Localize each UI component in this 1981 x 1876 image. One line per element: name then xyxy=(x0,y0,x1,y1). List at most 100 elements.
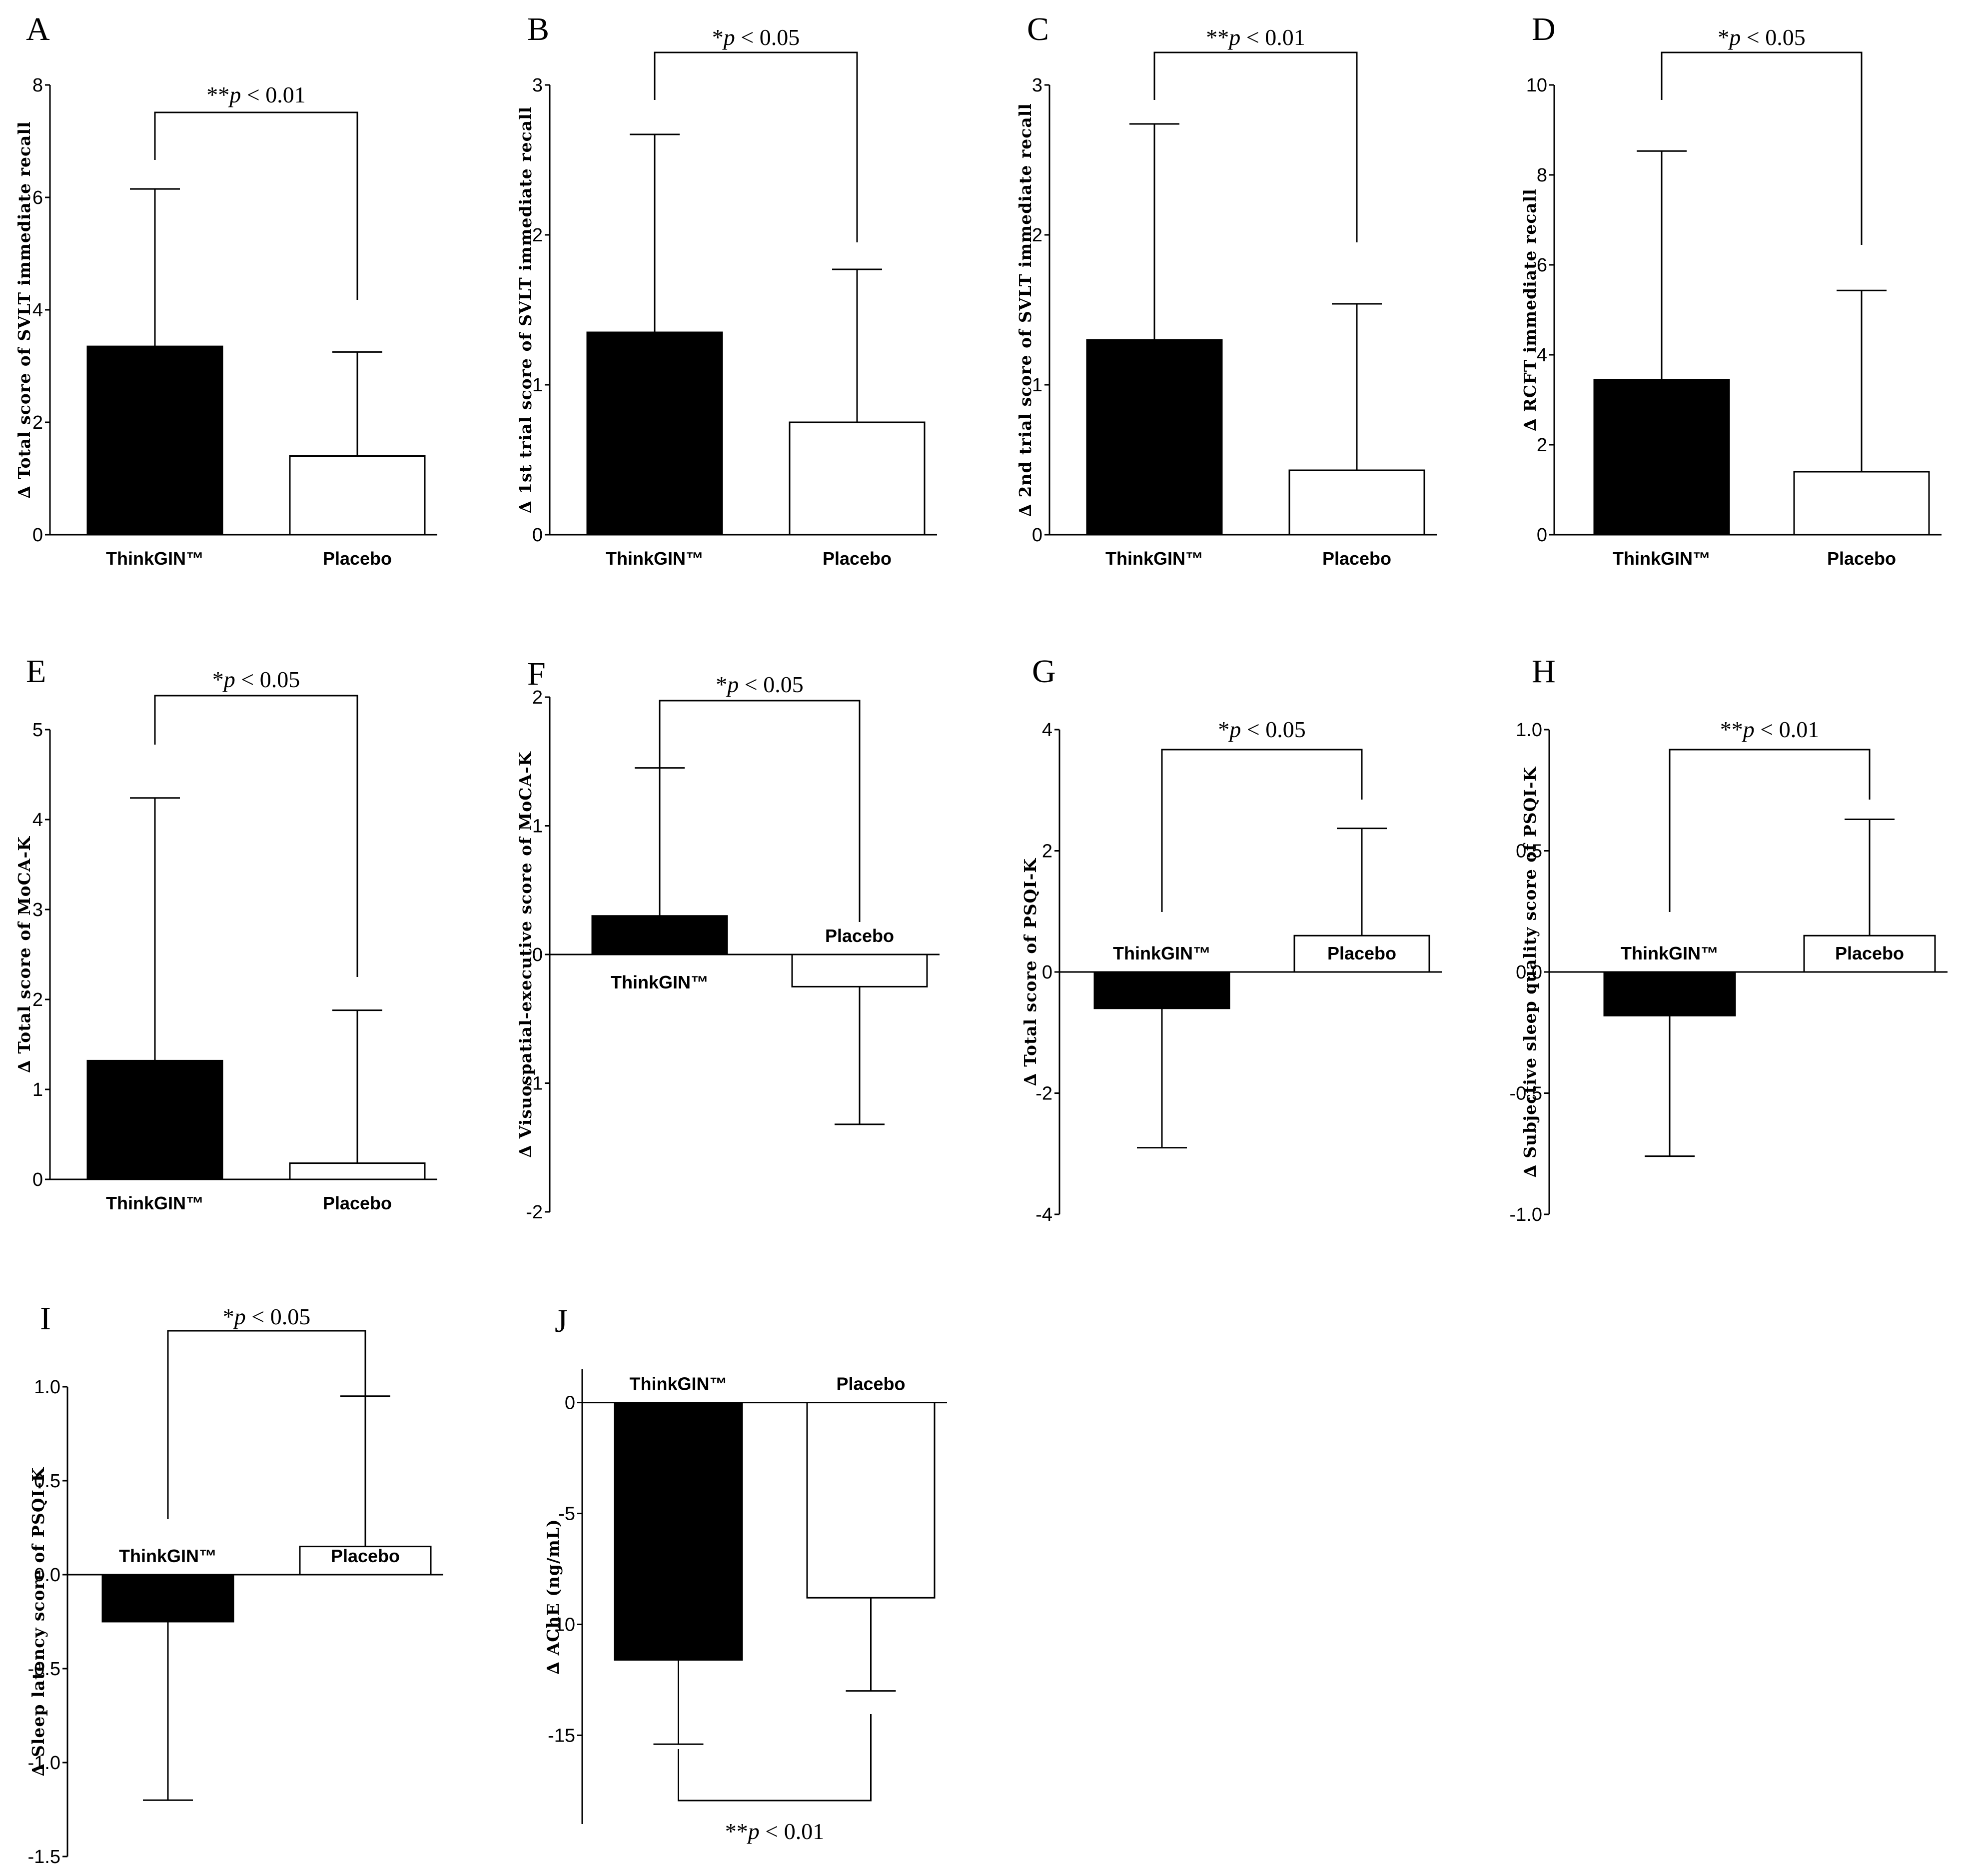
y-tick-label: -1.5 xyxy=(28,1847,60,1868)
category-label: Placebo xyxy=(1827,548,1896,569)
significance-bracket xyxy=(678,1714,872,1802)
y-axis-title: ∆ Total score of MoCA-K xyxy=(14,836,34,1073)
y-tick-label: 4 xyxy=(1042,720,1052,741)
bar-placebo xyxy=(1288,469,1425,536)
y-tick-label: 0.5 xyxy=(1516,841,1542,862)
significance-label: *p < 0.05 xyxy=(716,672,803,697)
y-tick-label: -2 xyxy=(1035,1083,1052,1104)
y-tick-label: 10 xyxy=(1526,75,1547,96)
y-tick-label: 8 xyxy=(1537,165,1547,186)
bar-thinkgin xyxy=(1093,971,1230,1009)
y-tick-label: 2 xyxy=(1032,225,1042,246)
bar-placebo xyxy=(791,953,928,987)
significance-label: *p < 0.05 xyxy=(712,24,800,50)
y-tick-label: 1.0 xyxy=(1516,720,1542,741)
bar-placebo xyxy=(289,455,426,536)
y-axis-title: ∆ Total score of SVLT immediate recall xyxy=(14,121,34,498)
y-tick-label: -1.0 xyxy=(28,1753,60,1774)
panel-letter: F xyxy=(527,656,546,692)
significance-bracket xyxy=(1661,51,1863,245)
y-tick-label: 2 xyxy=(532,687,543,708)
significance-label: *p < 0.05 xyxy=(1218,717,1305,742)
y-tick-label: -0.5 xyxy=(28,1659,60,1680)
category-label: Placebo xyxy=(1322,548,1391,569)
bar-thinkgin xyxy=(614,1402,743,1661)
y-tick-label: 6 xyxy=(32,187,43,208)
bar-placebo xyxy=(1293,935,1430,973)
bar-thinkgin xyxy=(1086,339,1223,536)
category-label: Placebo xyxy=(836,1374,905,1394)
y-tick-label: 2 xyxy=(1042,841,1052,862)
bar-placebo xyxy=(806,1402,936,1599)
panel-letter: G xyxy=(1032,653,1056,690)
panel-d: D 0 2 4 6 8 10 ∆ RCFT immediate recall ThinkGIN™… xyxy=(1520,11,1942,569)
y-tick-label: 4 xyxy=(1537,345,1547,366)
y-tick-label: 0 xyxy=(1042,962,1052,983)
bar-thinkgin xyxy=(591,915,728,955)
bar-thinkgin xyxy=(86,345,223,536)
y-tick-label: 2 xyxy=(32,412,43,433)
category-label: ThinkGIN™ xyxy=(611,972,709,992)
y-tick-label: 0 xyxy=(1032,525,1042,546)
y-tick-label: -15 xyxy=(548,1725,575,1746)
y-tick-label: -5 xyxy=(558,1504,575,1525)
category-label: ThinkGIN™ xyxy=(1621,943,1719,963)
bar-placebo xyxy=(1793,471,1930,536)
y-axis-title: ∆ RCFT immediate recall xyxy=(1520,188,1540,431)
significance-label: **p < 0.01 xyxy=(206,82,305,107)
y-tick-label: 0 xyxy=(532,944,543,965)
y-tick-label: 4 xyxy=(32,300,43,321)
y-tick-label: 1 xyxy=(532,816,543,837)
category-label: ThinkGIN™ xyxy=(106,1193,204,1213)
y-tick-label: 0 xyxy=(32,525,43,546)
y-tick-label: 0 xyxy=(565,1393,575,1414)
y-tick-label: -4 xyxy=(1035,1204,1052,1225)
y-tick-label: 0.0 xyxy=(34,1565,60,1586)
bar-placebo xyxy=(289,1162,426,1180)
y-axis-title: ∆ Subjective sleep quality score of PSQI… xyxy=(1520,767,1540,1178)
y-tick-label: 0 xyxy=(32,1169,43,1190)
significance-bracket xyxy=(167,1330,366,1519)
y-tick-label: 1 xyxy=(32,1079,43,1100)
significance-label: *p < 0.05 xyxy=(212,667,300,692)
y-axis-title: ∆ 1st trial score of SVLT immediate reca… xyxy=(516,106,535,513)
y-tick-label: 2 xyxy=(1537,435,1547,456)
y-axis-title: ∆ 2nd trial score of SVLT immediate reca… xyxy=(1015,103,1035,517)
significance-bracket xyxy=(1153,51,1358,242)
y-tick-label: 0 xyxy=(532,525,543,546)
category-label: ThinkGIN™ xyxy=(119,1546,217,1566)
y-tick-label: 1 xyxy=(1032,375,1042,396)
y-tick-label: 1 xyxy=(532,375,543,396)
y-tick-label: 1.0 xyxy=(34,1377,60,1398)
panel-letter: I xyxy=(40,1300,51,1337)
panel-c: C 0 1 2 3 ∆ 2nd trial score of SVLT immediate… xyxy=(1015,11,1437,569)
category-label: Placebo xyxy=(323,1193,392,1213)
y-tick-label: 2 xyxy=(32,989,43,1010)
y-tick-label: 3 xyxy=(1032,75,1042,96)
significance-label: **p < 0.01 xyxy=(1206,24,1305,50)
bar-placebo xyxy=(789,421,926,536)
bar-placebo xyxy=(299,1546,432,1576)
significance-bracket xyxy=(1669,749,1871,912)
y-tick-label: -2 xyxy=(526,1202,543,1223)
panel-letter: B xyxy=(527,11,549,47)
panel-letter: A xyxy=(26,11,50,47)
panel-letter: E xyxy=(26,653,46,690)
panel-letter: J xyxy=(555,1303,568,1339)
y-tick-label: 6 xyxy=(1537,255,1547,276)
significance-bracket xyxy=(154,695,358,977)
panel-h: H -1.0 -0.5 0.0 0.5 1.0 ∆ Subjective sleep qua… xyxy=(1510,653,1948,1225)
panel-i: I -1.5 -1.0 -0.5 0.0 0.5 1.0 ∆ Sleep latency sc… xyxy=(28,1300,443,1868)
significance-bracket xyxy=(654,51,858,242)
category-label: ThinkGIN™ xyxy=(1613,548,1711,569)
significance-label: **p < 0.01 xyxy=(725,1819,824,1844)
category-label: ThinkGIN™ xyxy=(1105,548,1203,569)
y-tick-label: 0 xyxy=(1537,525,1547,546)
bar-thinkgin xyxy=(1593,379,1730,536)
category-label: Placebo xyxy=(1835,943,1904,963)
significance-bracket xyxy=(659,700,861,922)
bar-thinkgin xyxy=(101,1574,234,1623)
y-tick-label: 3 xyxy=(532,75,543,96)
panel-letter: D xyxy=(1532,11,1556,47)
